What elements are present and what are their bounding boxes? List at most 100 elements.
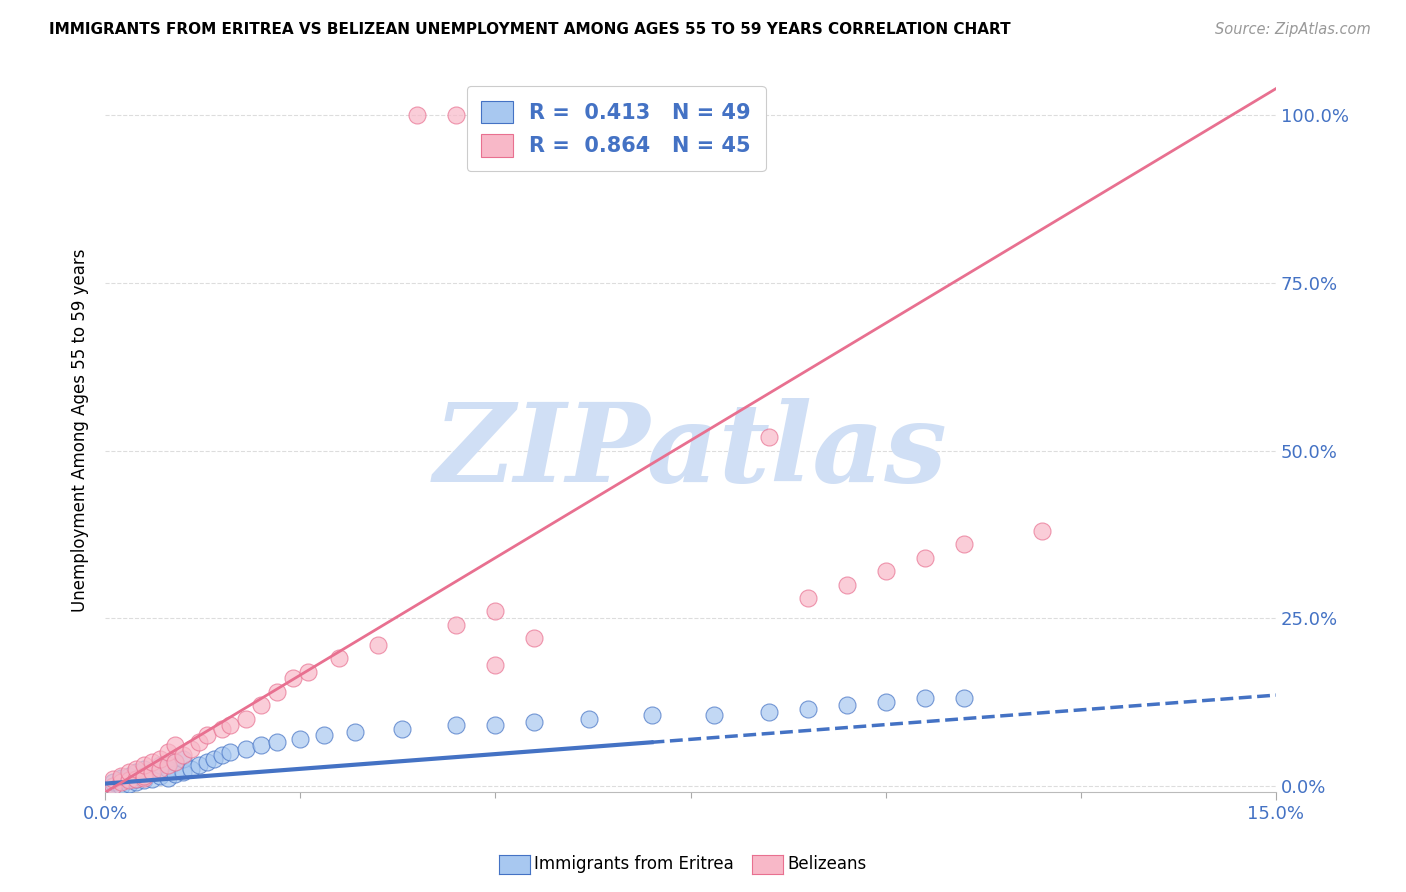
Legend: R =  0.413   N = 49, R =  0.864   N = 45: R = 0.413 N = 49, R = 0.864 N = 45 — [467, 87, 765, 171]
Point — [703, 708, 725, 723]
Point — [367, 638, 389, 652]
Point — [835, 698, 858, 713]
Point — [117, 776, 139, 790]
Point — [101, 775, 124, 789]
Point — [250, 739, 273, 753]
Point — [125, 772, 148, 786]
Point — [165, 739, 187, 753]
Point — [125, 765, 148, 780]
Point — [219, 745, 242, 759]
Point — [796, 591, 818, 605]
Point — [446, 718, 468, 732]
Point — [149, 762, 172, 776]
Point — [110, 775, 132, 789]
Point — [914, 691, 936, 706]
Point — [141, 772, 163, 786]
Point — [484, 657, 506, 672]
Point — [266, 735, 288, 749]
Point — [835, 577, 858, 591]
Point — [180, 741, 202, 756]
Point — [195, 755, 218, 769]
Point — [101, 779, 124, 793]
Point — [523, 714, 546, 729]
Point — [796, 701, 818, 715]
Point — [523, 631, 546, 645]
Point — [165, 766, 187, 780]
Point — [446, 108, 468, 122]
Point — [484, 718, 506, 732]
Text: IMMIGRANTS FROM ERITREA VS BELIZEAN UNEMPLOYMENT AMONG AGES 55 TO 59 YEARS CORRE: IMMIGRANTS FROM ERITREA VS BELIZEAN UNEM… — [49, 22, 1011, 37]
Point — [134, 758, 156, 772]
Point — [117, 773, 139, 788]
Y-axis label: Unemployment Among Ages 55 to 59 years: Unemployment Among Ages 55 to 59 years — [72, 249, 89, 612]
Point — [101, 772, 124, 786]
Point — [156, 771, 179, 785]
Point — [156, 762, 179, 776]
Point — [1031, 524, 1053, 538]
Point — [219, 718, 242, 732]
Point — [134, 768, 156, 782]
Point — [204, 752, 226, 766]
Point — [149, 752, 172, 766]
Point — [165, 755, 187, 769]
Point — [235, 741, 257, 756]
Point — [914, 550, 936, 565]
Point — [758, 705, 780, 719]
Point — [391, 722, 413, 736]
Point — [266, 685, 288, 699]
Point — [134, 771, 156, 785]
Text: ZIPatlas: ZIPatlas — [433, 399, 948, 506]
Point — [110, 779, 132, 793]
Point — [165, 755, 187, 769]
Point — [172, 752, 194, 766]
Point — [952, 691, 974, 706]
Point — [125, 772, 148, 786]
Point — [141, 765, 163, 780]
Point — [235, 712, 257, 726]
Point — [640, 708, 662, 723]
Point — [312, 728, 335, 742]
Point — [446, 617, 468, 632]
Point — [134, 762, 156, 776]
Point — [125, 762, 148, 776]
Point — [125, 775, 148, 789]
Point — [211, 722, 233, 736]
Point — [211, 748, 233, 763]
Point — [110, 771, 132, 785]
Point — [156, 745, 179, 759]
Point — [195, 728, 218, 742]
Point — [297, 665, 319, 679]
Point — [187, 758, 209, 772]
Point — [290, 731, 312, 746]
Point — [328, 651, 350, 665]
Point — [134, 768, 156, 782]
Text: Immigrants from Eritrea: Immigrants from Eritrea — [534, 855, 734, 873]
Text: Source: ZipAtlas.com: Source: ZipAtlas.com — [1215, 22, 1371, 37]
Point — [149, 758, 172, 772]
Point — [156, 758, 179, 772]
Point — [180, 762, 202, 776]
Point — [758, 430, 780, 444]
Point — [110, 773, 132, 788]
Point — [134, 773, 156, 788]
Point — [110, 768, 132, 782]
Point — [250, 698, 273, 713]
Point — [578, 712, 600, 726]
Point — [406, 108, 429, 122]
Point — [281, 671, 304, 685]
Point — [101, 779, 124, 793]
Point — [187, 735, 209, 749]
Point — [117, 765, 139, 780]
Point — [343, 725, 366, 739]
Point — [952, 537, 974, 551]
Point — [117, 772, 139, 786]
Point — [149, 768, 172, 782]
Text: Belizeans: Belizeans — [787, 855, 866, 873]
Point — [141, 755, 163, 769]
Point — [875, 695, 897, 709]
Point — [172, 748, 194, 763]
Point — [172, 765, 194, 780]
Point — [141, 765, 163, 780]
Point — [484, 604, 506, 618]
Point — [117, 768, 139, 782]
